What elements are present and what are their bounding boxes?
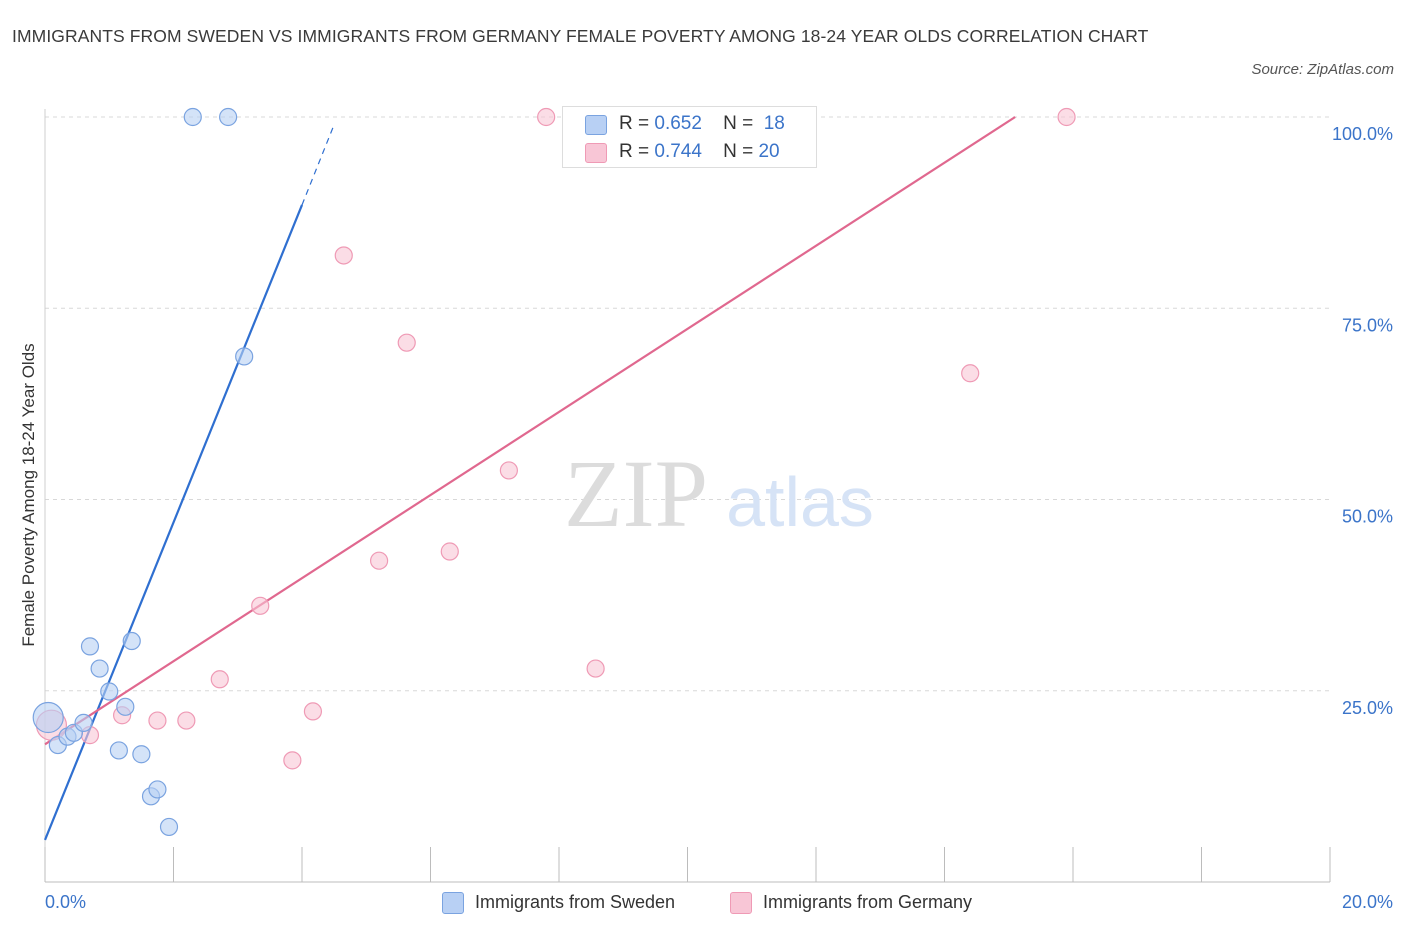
sweden-point: [183, 107, 202, 127]
sweden-point: [74, 713, 93, 732]
germany-legend-swatch: [730, 892, 752, 914]
sweden-point: [90, 659, 109, 678]
sweden-point: [132, 745, 151, 764]
legend-label: Immigrants from Germany: [763, 892, 973, 912]
tick-labels: 25.0% 50.0% 75.0% 100.0% 0.0% 20.0%: [45, 124, 1393, 912]
n-label: N =: [723, 113, 754, 134]
y-tick-label: 25.0%: [1342, 698, 1393, 718]
axes: [44, 109, 1331, 883]
correlation-legend: R = 0.652 N = 18 R = 0.744 N = 20: [562, 106, 817, 168]
r-value: 0.744: [654, 141, 702, 162]
germany-point: [586, 659, 605, 678]
y-tick-label: 100.0%: [1332, 124, 1393, 144]
sweden-legend-swatch: [442, 892, 464, 914]
germany-point: [303, 702, 323, 721]
legend-label: Immigrants from Sweden: [475, 892, 676, 912]
sweden-point: [32, 701, 64, 734]
source-label: Source: ZipAtlas.com: [1251, 61, 1394, 78]
germany-point: [499, 461, 518, 480]
y-tick-label: 50.0%: [1342, 507, 1393, 527]
sweden-point: [100, 682, 119, 701]
r-value: 0.652: [654, 113, 702, 134]
x-tick-label: 20.0%: [1342, 892, 1393, 912]
x-tick-label: 0.0%: [45, 892, 86, 912]
sweden-point: [148, 780, 167, 799]
sweden-trendline: [43, 204, 304, 841]
germany-point: [177, 711, 196, 730]
sweden-trendline-extension: [301, 124, 335, 206]
sweden-point: [159, 817, 179, 837]
germany-swatch: [585, 143, 607, 163]
legend-row-sweden-text: R = 0.652 N = 18: [619, 110, 785, 138]
n-label: N =: [723, 141, 754, 162]
sweden-point: [122, 631, 141, 651]
germany-point: [148, 711, 167, 730]
chart-title: IMMIGRANTS FROM SWEDEN VS IMMIGRANTS FRO…: [12, 26, 1149, 46]
watermark-zip: ZIP: [564, 440, 708, 547]
r-label: R =: [619, 141, 650, 162]
germany-point: [283, 751, 302, 770]
germany-point: [1057, 107, 1076, 127]
germany-point: [334, 246, 353, 265]
germany-point: [370, 551, 389, 570]
germany-point: [251, 596, 270, 615]
data-points: [32, 107, 1076, 837]
sweden-swatch: [585, 115, 607, 135]
sweden-point: [219, 107, 238, 127]
germany-point: [537, 107, 556, 127]
r-label: R =: [619, 113, 650, 134]
sweden-point: [235, 347, 254, 366]
germany-point: [961, 364, 980, 383]
germany-point: [440, 542, 459, 561]
n-value: 18: [763, 113, 785, 134]
germany-point: [397, 333, 416, 352]
watermark-atlas: atlas: [726, 463, 874, 541]
grid-lines: [45, 116, 1330, 692]
legend-row-germany-text: R = 0.744 N = 20: [619, 138, 780, 166]
germany-trendline: [44, 116, 1016, 746]
sweden-point: [80, 637, 100, 656]
sweden-point: [109, 741, 128, 760]
n-value: 20: [758, 141, 780, 162]
sweden-point: [116, 697, 135, 716]
y-axis-label: Female Poverty Among 18-24 Year Olds: [19, 343, 38, 647]
germany-point: [210, 670, 229, 689]
y-tick-label: 75.0%: [1342, 315, 1393, 335]
watermark: ZIP atlas: [564, 440, 874, 547]
